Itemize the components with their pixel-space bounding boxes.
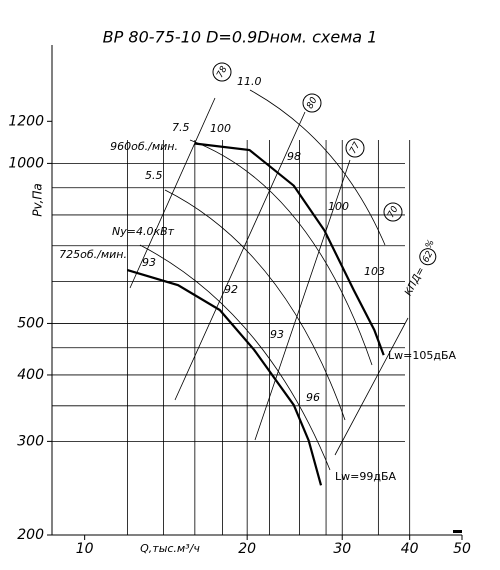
performance-curve	[194, 142, 385, 356]
x-tick-label: 20	[238, 541, 256, 557]
rays	[129, 97, 409, 456]
efficiency-label: 93	[142, 256, 156, 269]
noise-label: Lw=105дБА	[388, 349, 456, 362]
y-axis-label: Pv,Па	[31, 183, 45, 217]
ray	[254, 159, 351, 441]
ray	[334, 317, 409, 456]
kpd-text: КПД=	[403, 265, 427, 297]
power-label: 11.0	[237, 75, 262, 88]
y-tick-label: 200	[17, 527, 44, 543]
y-tick-label: 1000	[8, 155, 44, 171]
power-curve	[189, 139, 373, 366]
power-curve	[164, 189, 346, 421]
efficiency-label: 93	[270, 328, 284, 341]
ray-circle	[212, 62, 232, 82]
x-tick-label: 40	[401, 541, 419, 557]
x-tick-label: 10	[76, 541, 94, 557]
efficiency-label: 98	[287, 150, 301, 163]
kpd-label: КПД= 62 %	[403, 238, 437, 298]
y-tick-label: 400	[17, 367, 44, 383]
y-tick-label: 1200	[8, 113, 44, 129]
ray-circle	[383, 202, 403, 222]
corner-mark	[453, 530, 462, 533]
efficiency-label: 96	[306, 391, 320, 404]
power-curve	[139, 244, 331, 471]
ray-label: 70	[386, 205, 400, 220]
ray	[174, 111, 306, 401]
power-label: 7.5	[172, 121, 190, 134]
kpd-unit: %	[424, 238, 437, 250]
x-axis-label: Q,тыс.м³/ч	[140, 542, 200, 555]
efficiency-label: 103	[364, 265, 385, 278]
y-tick-label: 500	[17, 315, 44, 331]
noise-label: Lw=99дБА	[335, 470, 396, 483]
ray-label: 80	[305, 96, 319, 111]
ray-circle	[345, 138, 365, 158]
legend-label: 960об./мин.	[110, 140, 178, 153]
power-label: 5.5	[145, 169, 163, 182]
efficiency-label: 100	[210, 122, 231, 135]
chart-title: ВР 80-75-10 D=0.9Dном. схема 1	[103, 28, 378, 47]
x-tick-label: 30	[333, 541, 351, 557]
efficiency-label: 100	[328, 200, 349, 213]
ray-circle	[302, 93, 322, 113]
power-label: Ny=4.0кВт	[112, 225, 175, 238]
y-tick-label: 300	[17, 433, 44, 449]
kpd-circle	[419, 248, 437, 266]
performance-curve	[127, 269, 323, 486]
power-curve	[249, 89, 386, 246]
efficiency-label: 92	[224, 283, 238, 296]
ray-label: 77	[348, 141, 362, 156]
ray-label: 78	[215, 65, 229, 80]
x-tick-label: 50	[453, 541, 471, 557]
ray	[129, 97, 216, 289]
legend-label: 725об./мин.	[59, 248, 127, 261]
kpd-value: 62	[421, 249, 435, 264]
